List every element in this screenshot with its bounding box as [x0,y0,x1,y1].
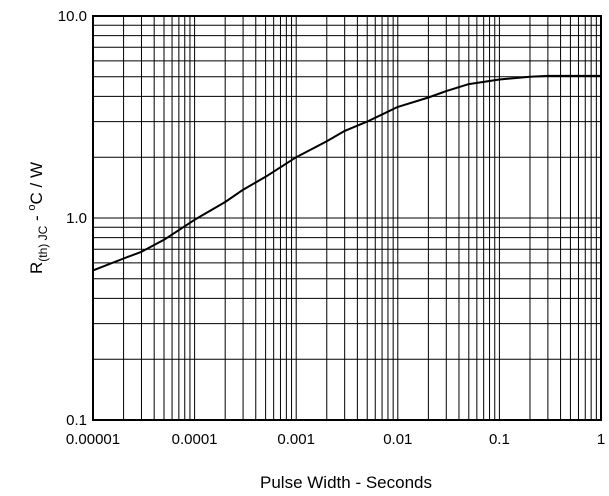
y-tick-label: 10.0 [58,8,87,25]
x-tick-label: 0.001 [277,431,315,448]
y-axis-title-mid: - [27,211,46,226]
curve-layer [92,74,601,272]
y-axis-title-superscript: o [26,204,38,210]
y-axis-title-subscript: (th) JC [36,225,50,261]
tick-labels: 0.00001 0.0001 0.001 0.01 0.1 1 0.1 1.0 10.0 [58,8,605,448]
y-tick-label: 0.1 [66,412,87,429]
x-tick-label: 0.0001 [172,431,218,448]
x-tick-label: 0.01 [383,431,412,448]
grid [92,16,601,421]
series-line [92,74,601,272]
plot-frame [92,15,602,421]
x-tick-label: 0.1 [489,431,510,448]
y-tick-label: 1.0 [66,210,87,227]
y-axis-title: R(th) JC - oC / W [26,162,50,274]
y-axis-title-unit: C / W [27,162,46,205]
y-axis-title-base: R [27,262,46,274]
x-tick-label: 0.00001 [66,431,120,448]
x-tick-label: 1 [597,431,605,448]
x-axis-title: Pulse Width - Seconds [260,473,432,492]
